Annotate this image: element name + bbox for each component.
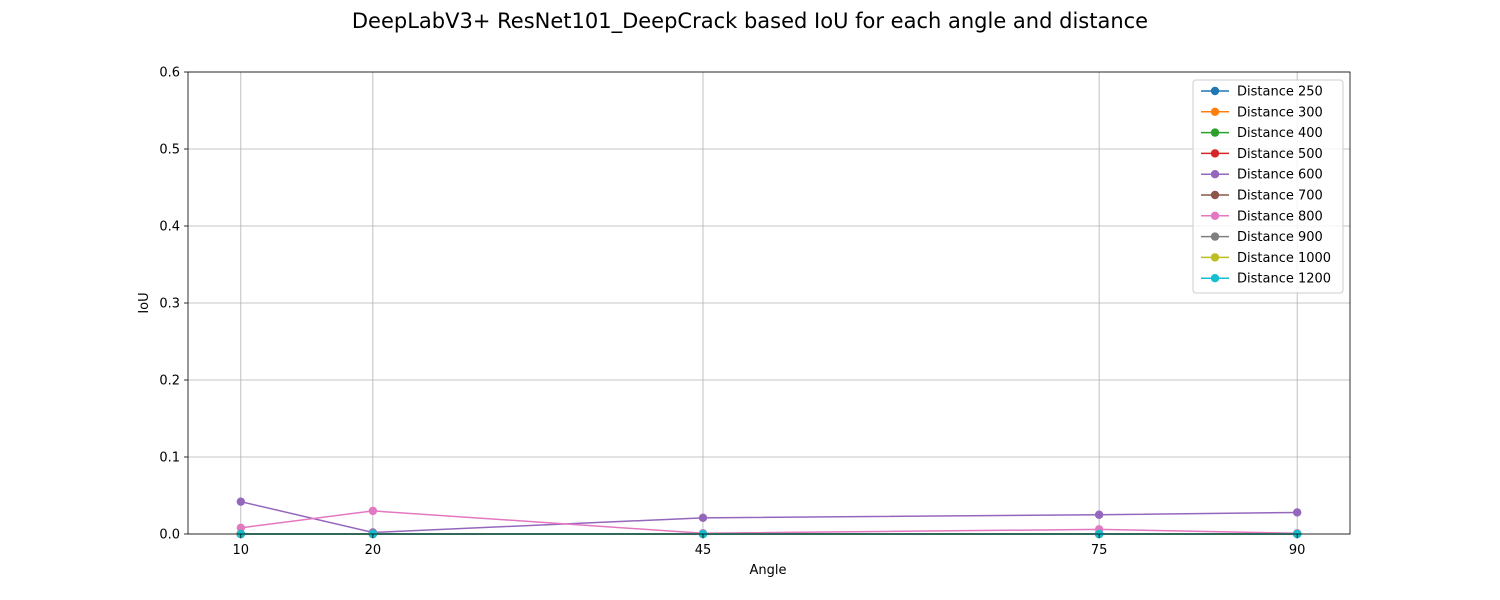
legend-marker [1210,274,1220,283]
x-tick-label: 90 [1289,543,1306,558]
y-tick-label: 0.6 [159,66,180,81]
data-point [368,506,378,516]
y-tick-label: 0.4 [159,220,180,235]
y-tick-label: 0.2 [159,374,180,389]
chart-title: DeepLabV3+ ResNet101_DeepCrack based IoU… [352,9,1148,34]
legend-marker [1210,232,1220,241]
legend-item: Distance 250 [1201,85,1323,100]
legend-label: Distance 500 [1237,147,1323,162]
legend-label: Distance 800 [1237,209,1323,224]
legend-label: Distance 250 [1237,85,1323,100]
legend-item: Distance 600 [1201,168,1323,183]
legend-label: Distance 400 [1237,126,1323,141]
legend-marker [1210,211,1220,220]
legend-label: Distance 700 [1237,189,1323,204]
legend: Distance 250 Distance 300 Distance 400 Dist… [1192,79,1344,294]
y-axis-label: IoU [137,292,152,313]
legend-label: Distance 900 [1237,230,1323,245]
data-point [698,513,708,523]
legend-marker [1210,190,1220,200]
legend-marker [1210,170,1220,179]
legend-marker [1210,253,1220,262]
legend-label: Distance 600 [1237,168,1323,183]
legend-item: Distance 1000 [1201,251,1331,266]
x-tick-label: 10 [233,543,250,558]
x-tick-label: 45 [695,543,712,558]
legend-marker [1210,107,1220,117]
legend-item: Distance 700 [1201,189,1323,204]
legend-label: Distance 1200 [1237,272,1331,287]
x-tick-label: 75 [1091,543,1108,558]
y-tick-label: 0.3 [159,297,180,312]
data-point [236,497,246,506]
legend-label: Distance 1000 [1237,251,1331,266]
y-tick-label: 0.5 [159,143,180,158]
x-axis-label: Angle [750,563,787,578]
y-tick-label: 0.0 [159,528,180,543]
legend-marker [1210,86,1220,96]
legend-box [1192,79,1344,294]
legend-item: Distance 800 [1201,209,1323,224]
legend-item: Distance 900 [1201,230,1323,245]
x-tick-label: 20 [365,543,382,558]
legend-item: Distance 300 [1201,105,1323,120]
legend-label: Distance 300 [1237,105,1323,120]
data-point [1094,510,1104,519]
legend-item: Distance 500 [1201,147,1323,162]
data-point [1292,508,1302,517]
y-tick-label: 0.1 [159,451,180,466]
legend-item: Distance 400 [1201,126,1323,141]
data-point [236,523,246,533]
legend-marker [1210,128,1220,137]
legend-marker [1210,149,1220,158]
legend-item: Distance 1200 [1201,272,1331,287]
